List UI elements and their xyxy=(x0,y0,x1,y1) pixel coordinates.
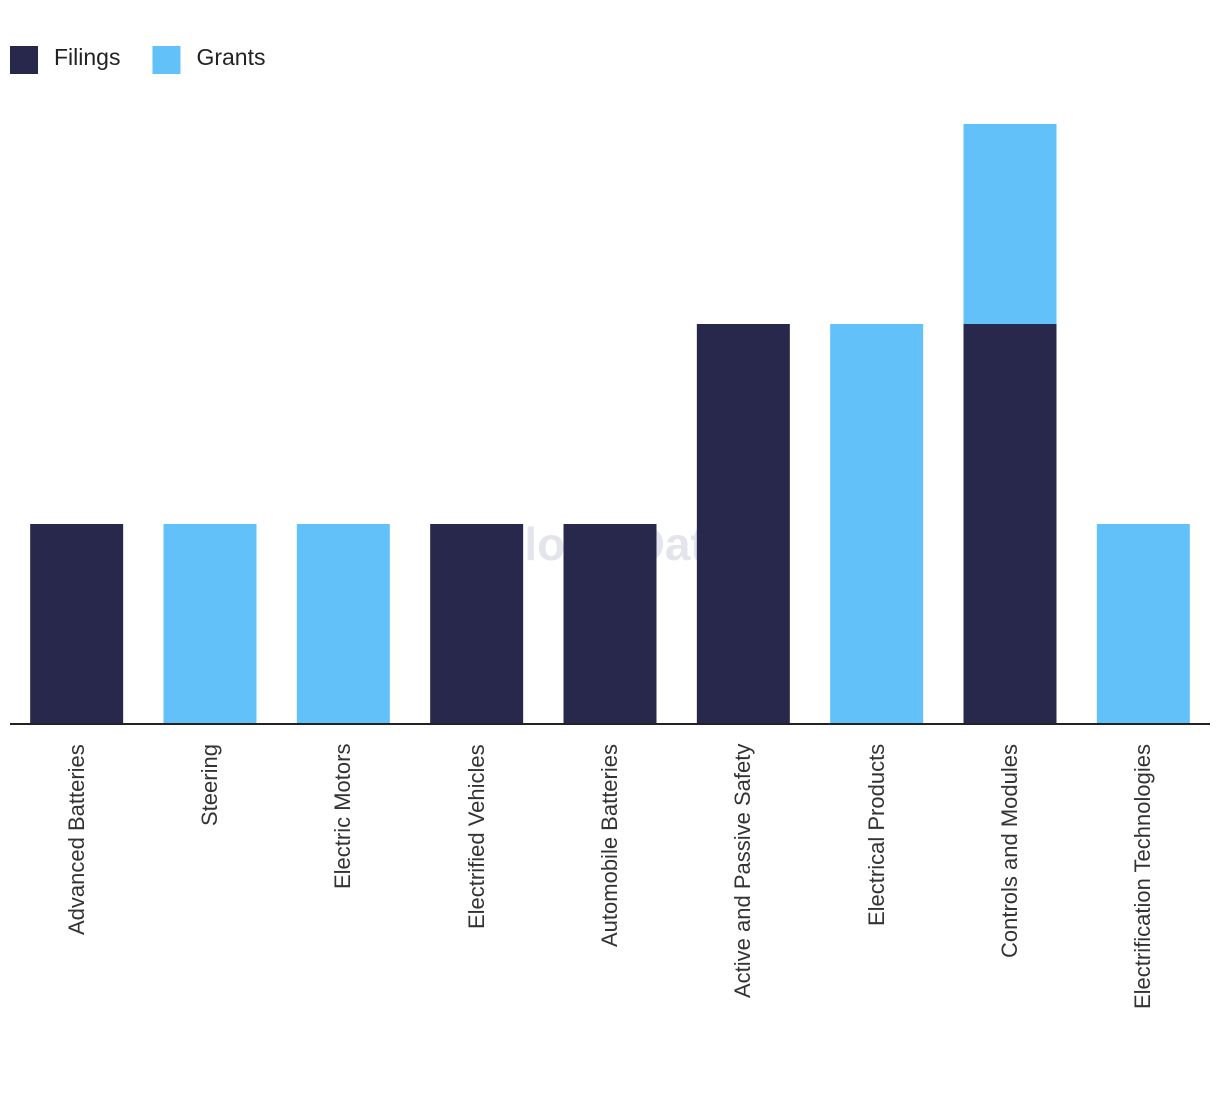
x-tick-label: Electrical Products xyxy=(863,744,889,927)
bar-segment xyxy=(30,524,124,724)
x-tick-label: Automobile Batteries xyxy=(597,744,622,947)
bar-segment xyxy=(1096,524,1190,724)
bar-segment xyxy=(963,324,1057,724)
bar-segment xyxy=(296,524,390,724)
x-tick-label: Active and Passive Safety xyxy=(730,744,756,999)
x-tick-label: Electrified Vehicles xyxy=(463,744,489,929)
x-tick-label: Electric Motors xyxy=(330,744,356,890)
x-tick-label: Steering xyxy=(197,744,222,826)
bar-segment xyxy=(163,524,257,724)
bar-segment xyxy=(563,524,657,724)
legend-swatch xyxy=(10,46,38,74)
bar-segment xyxy=(696,324,790,724)
bar-segment xyxy=(963,124,1057,324)
bar-segment xyxy=(430,524,524,724)
legend-label: Grants xyxy=(196,44,265,70)
legend-swatch xyxy=(152,46,181,74)
x-tick-label: Electrification Technologies xyxy=(1130,744,1156,1009)
legend-label: Filings xyxy=(54,44,120,70)
x-tick-label: Controls and Modules xyxy=(997,744,1022,959)
bar-segment xyxy=(830,324,924,724)
x-tick-label: Advanced Batteries xyxy=(63,744,89,935)
